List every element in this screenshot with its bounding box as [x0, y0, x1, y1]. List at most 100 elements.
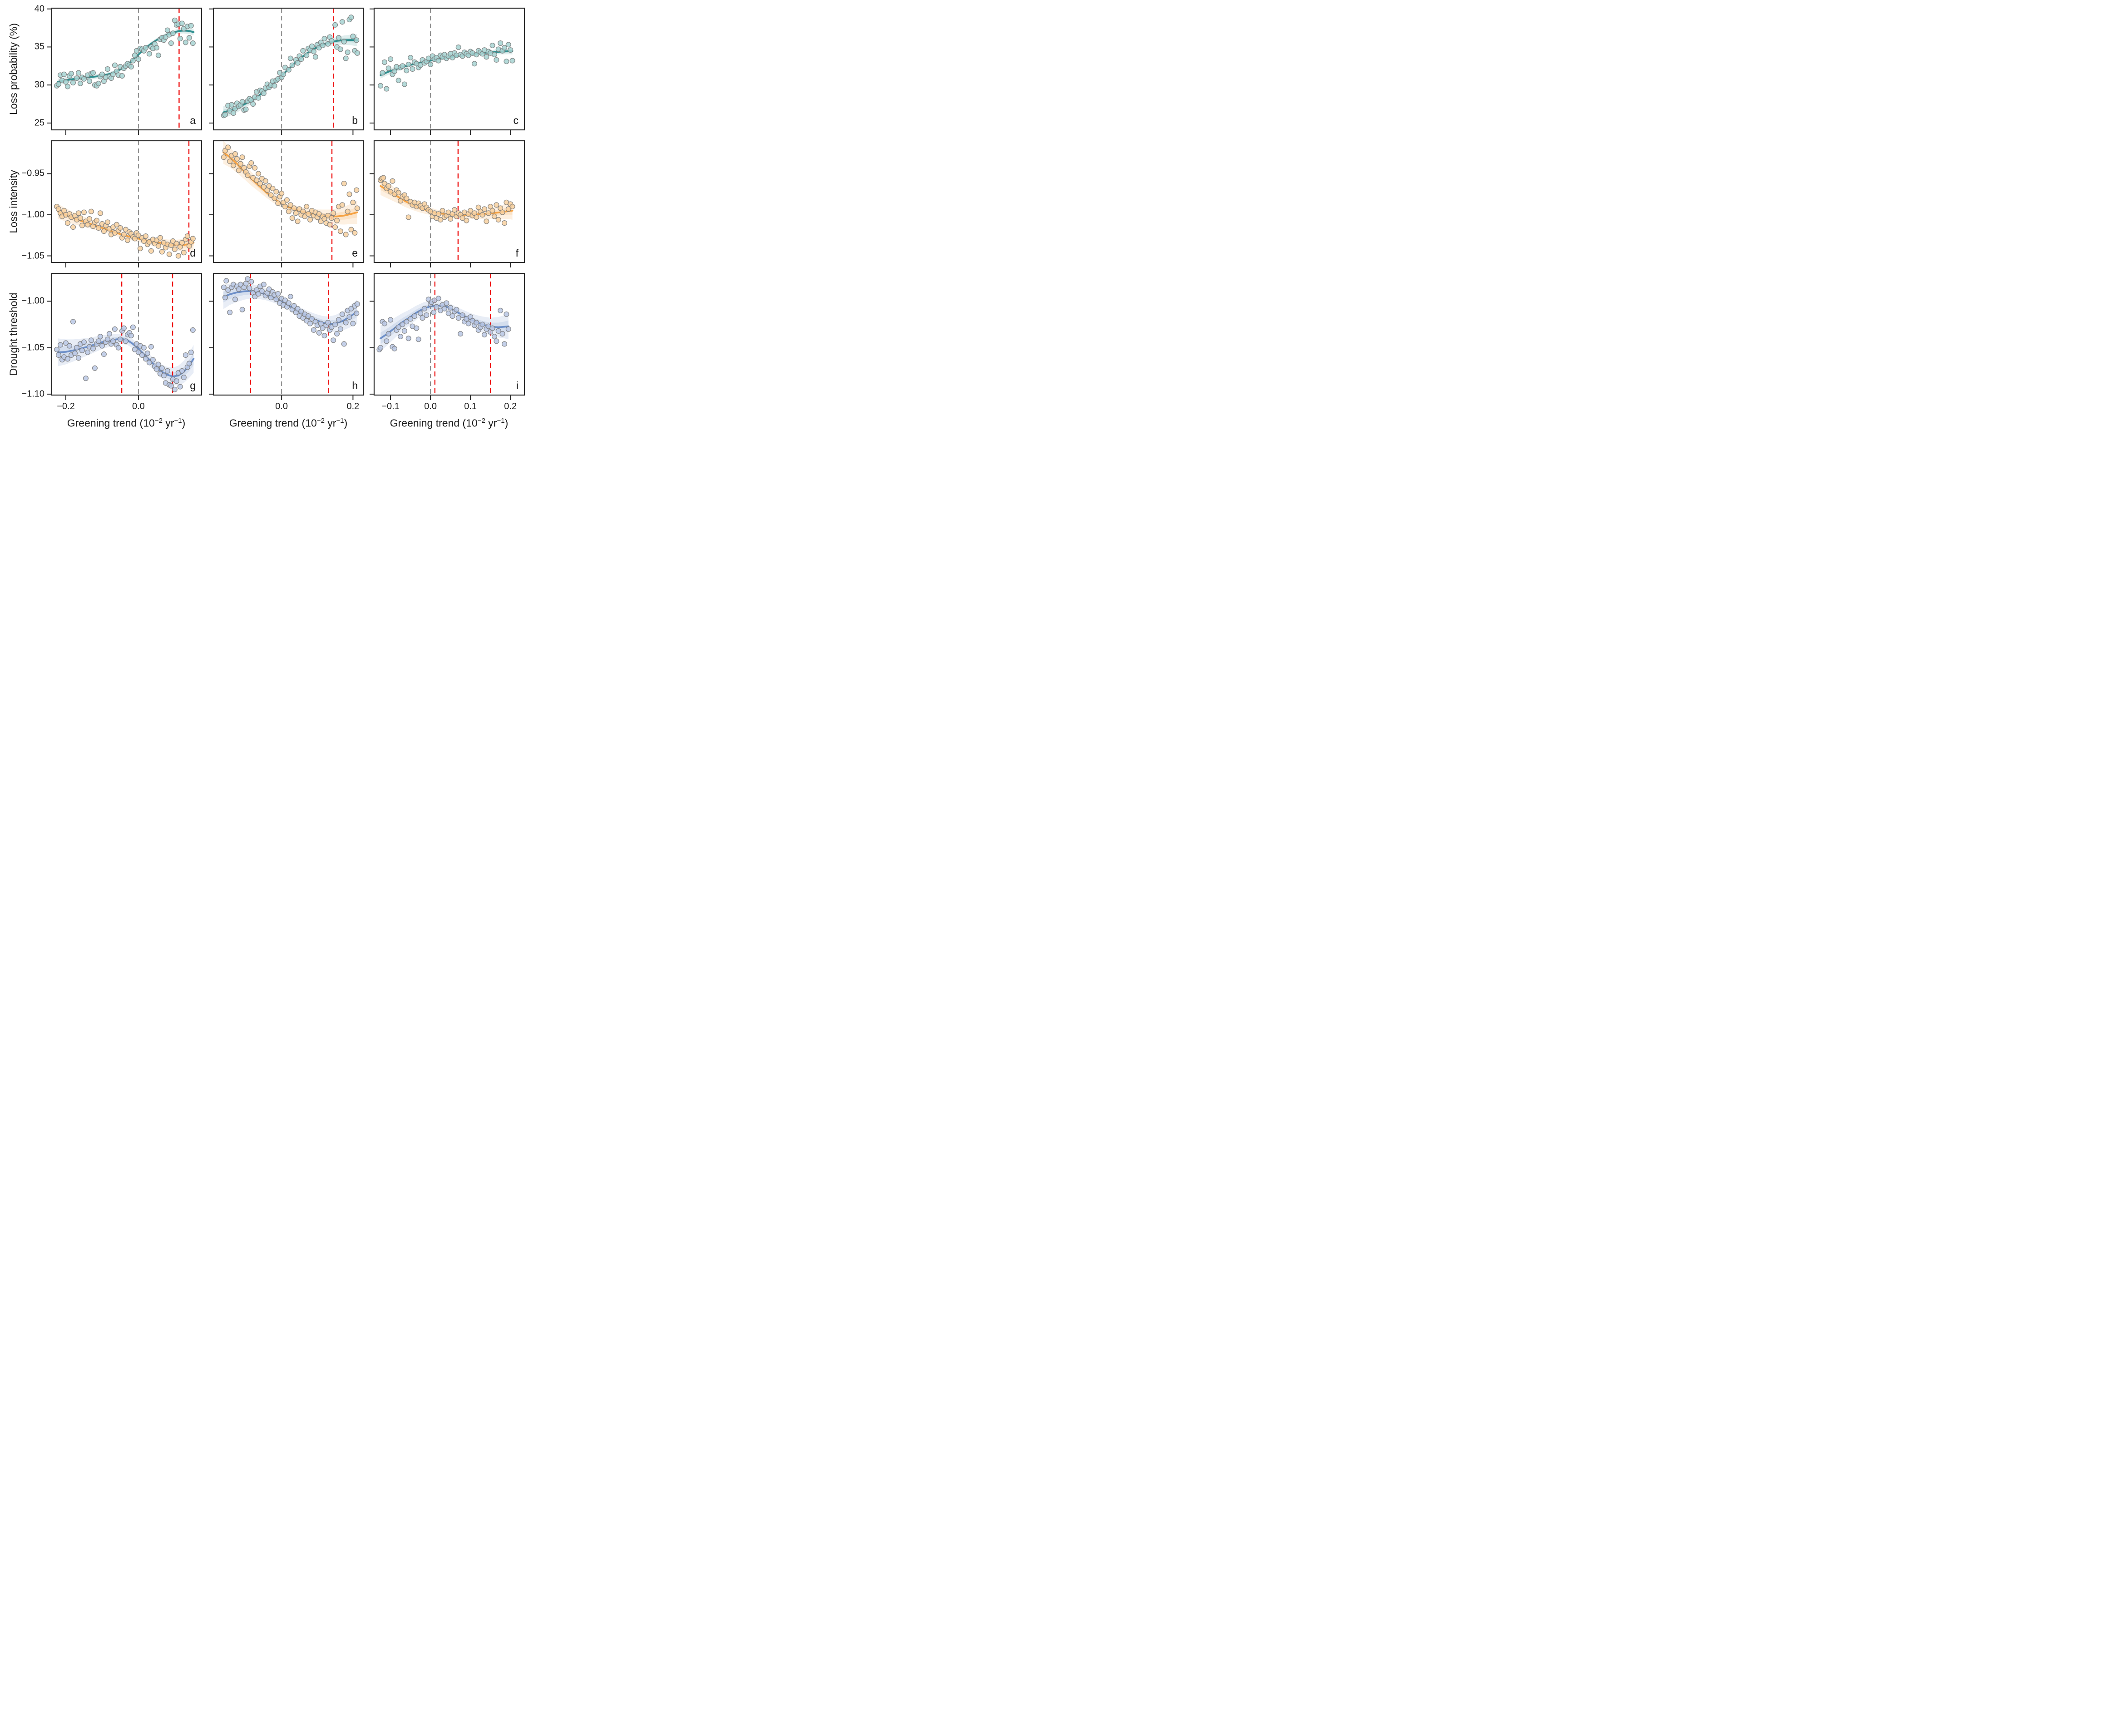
x-axis-label-superscript: −2 [477, 417, 485, 425]
scatter-point [68, 71, 74, 77]
scatter-point [259, 288, 265, 294]
x-axis-label-text: Greening trend (10 [67, 417, 155, 429]
scatter-point [350, 33, 356, 40]
x-tick-label: 0.0 [132, 401, 145, 411]
scatter-point [312, 54, 318, 60]
scatter-point [298, 308, 304, 314]
scatter-point [354, 301, 360, 307]
scatter-point [155, 243, 161, 249]
scatter-point [316, 330, 322, 336]
scatter-point [481, 206, 488, 212]
scatter-point [239, 307, 245, 312]
scatter-point [499, 331, 505, 337]
scatter-point [485, 210, 491, 216]
scatter-point [92, 365, 98, 371]
scatter-point [471, 61, 478, 67]
scatter-point [325, 41, 331, 47]
y-axis-label-drought-threshold: Drought threshold [7, 292, 20, 376]
scatter-point [287, 55, 293, 61]
scatter-point [391, 346, 397, 351]
x-axis-label-superscript: −1 [497, 417, 505, 425]
scatter-point [227, 309, 233, 315]
scatter-point [336, 317, 342, 323]
scatter-point [494, 202, 499, 208]
y-axis-label-loss-probability: Loss probability (%) [7, 23, 20, 115]
scatter-point [354, 37, 360, 43]
scatter-point [275, 200, 281, 206]
y-tick-label: 35 [34, 41, 44, 52]
x-axis-label-superscript: −2 [154, 417, 163, 425]
x-axis-label-col1: Greening trend (10−2 yr−1) [67, 417, 186, 430]
scatter-point [83, 376, 89, 381]
scatter-point [250, 101, 256, 107]
x-tick-label: 0.2 [346, 401, 360, 411]
scatter-point [304, 52, 310, 58]
panel-border [212, 7, 365, 131]
scatter-point [143, 233, 148, 239]
scatter-point [282, 297, 288, 303]
x-tick-label: 0.0 [275, 401, 288, 411]
scatter-point [61, 71, 67, 77]
scatter-point [157, 235, 163, 241]
scatter-point [348, 15, 354, 20]
scatter-point [175, 253, 181, 259]
scatter-point [405, 214, 411, 220]
scatter-point [354, 187, 360, 193]
scatter-point [505, 326, 511, 332]
x-axis-label-superscript: −1 [336, 417, 344, 425]
scatter-point [245, 276, 251, 282]
scatter-point [144, 350, 150, 356]
scatter-point [458, 331, 464, 337]
scatter-point [424, 312, 430, 318]
scatter-point [114, 222, 119, 228]
scatter-point [153, 45, 159, 51]
scatter-point [327, 222, 333, 228]
scatter-point [378, 83, 384, 89]
scatter-point [395, 324, 401, 330]
panel-c: c [370, 7, 525, 135]
scatter-point [337, 228, 343, 234]
scatter-point [121, 325, 127, 331]
x-axis-label-col2: Greening trend (10−2 yr−1) [229, 417, 348, 430]
scatter-point [230, 163, 237, 168]
scatter-point [455, 315, 461, 321]
scatter-point [221, 284, 227, 290]
scatter-point [77, 80, 84, 86]
plot-area-i: i [370, 272, 525, 400]
scatter-point [75, 355, 82, 361]
scatter-point [72, 350, 78, 356]
x-axis-label-superscript: −1 [174, 417, 182, 425]
scatter-point [504, 59, 509, 64]
scatter-point [88, 208, 94, 214]
panel-letter-e: e [352, 247, 358, 259]
scatter-point [230, 110, 237, 116]
scatter-point [261, 282, 267, 287]
scatter-point [421, 306, 427, 312]
scatter-point [505, 206, 511, 212]
scatter-point [390, 178, 395, 184]
scatter-point [320, 43, 326, 49]
scatter-point [410, 66, 415, 72]
panel-a: a [47, 7, 203, 135]
scatter-point [474, 214, 479, 220]
scatter-point [337, 46, 343, 52]
scatter-point [64, 220, 71, 226]
scatter-point [321, 35, 327, 42]
scatter-point [88, 337, 94, 343]
scatter-point [159, 249, 165, 255]
scatter-point [495, 328, 501, 334]
scatter-point [445, 310, 451, 317]
scatter-point [97, 210, 103, 216]
scatter-point [99, 71, 105, 77]
scatter-point [329, 38, 335, 44]
scatter-point [451, 207, 457, 213]
x-axis-label-text: yr [324, 417, 336, 429]
y-tick-label: 25 [34, 118, 44, 128]
scatter-point [225, 144, 231, 150]
scatter-point [188, 23, 194, 29]
scatter-point [334, 218, 340, 223]
scatter-point [404, 68, 410, 74]
scatter-point [307, 321, 313, 326]
scatter-point [132, 236, 138, 242]
y-tick-label: 40 [34, 4, 44, 14]
